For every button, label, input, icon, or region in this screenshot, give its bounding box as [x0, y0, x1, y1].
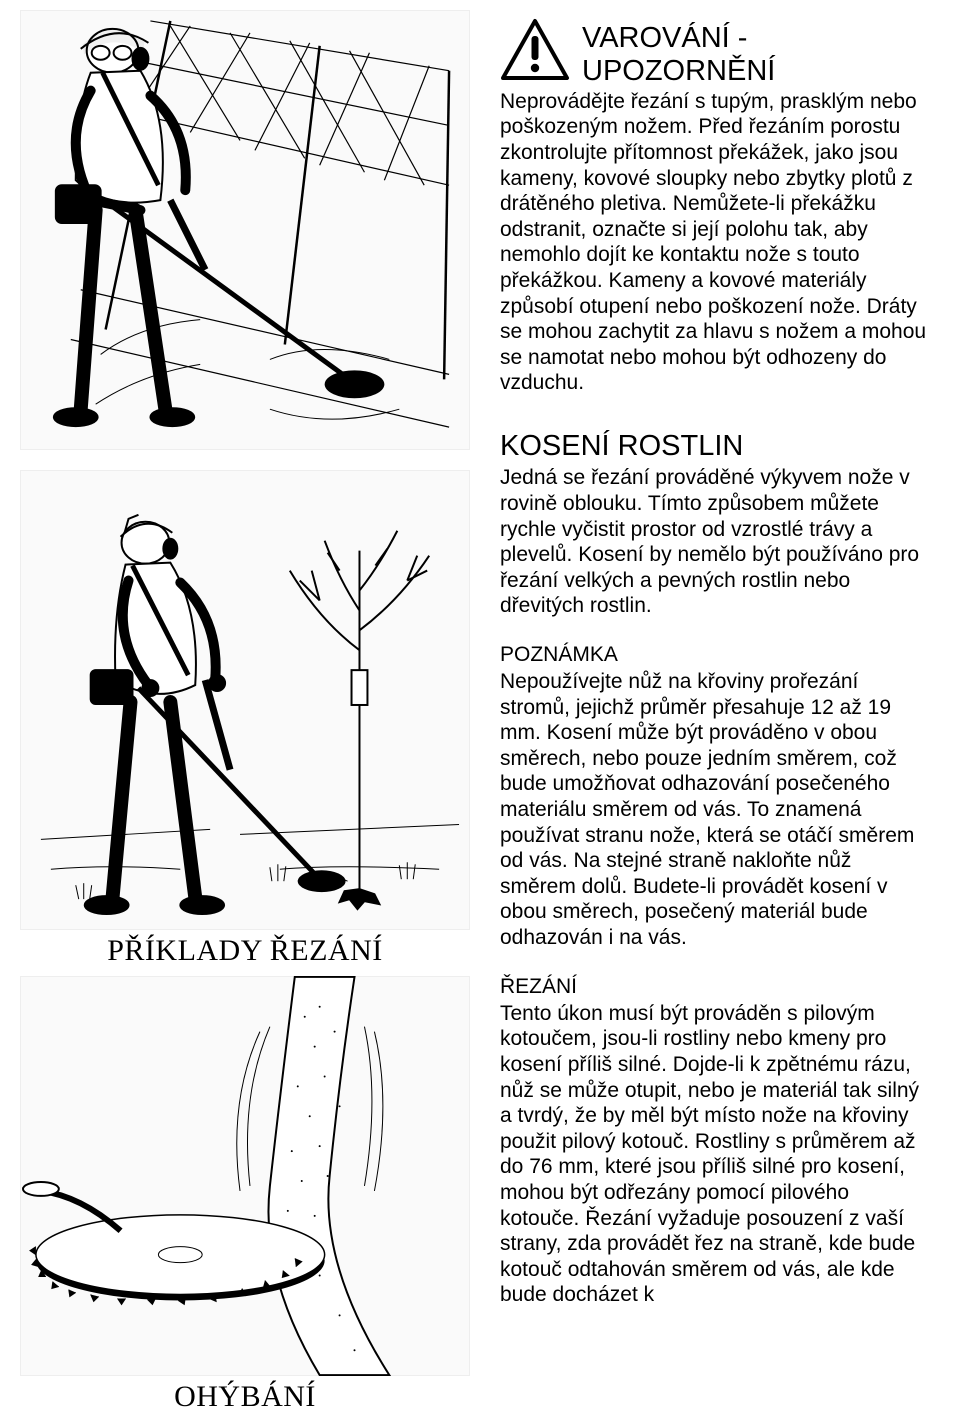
warning-header: VAROVÁNÍ - UPOZORNĚNÍ — [500, 18, 930, 89]
warning-body: Neprovádějte řezání s tupým, prasklým ne… — [500, 89, 930, 396]
section-mowing: KOSENÍ ROSTLIN Jedná se řezání prováděné… — [500, 430, 930, 619]
text-column: VAROVÁNÍ - UPOZORNĚNÍ Neprovádějte řezán… — [480, 10, 930, 1422]
cutting-body: Tento úkon musí být prováděn s pilovým k… — [500, 1001, 930, 1308]
page: PŘÍKLADY ŘEZÁNÍ — [10, 10, 930, 1422]
warning-heading: VAROVÁNÍ - UPOZORNĚNÍ — [582, 18, 930, 89]
section-cutting: ŘEZÁNÍ Tento úkon musí být prováděn s pi… — [500, 975, 930, 1308]
mowing-body: Jedná se řezání prováděné výkyvem nože v… — [500, 465, 930, 619]
illustration-tree-mowing — [20, 470, 470, 930]
mowing-heading: KOSENÍ ROSTLIN — [500, 430, 930, 463]
section-note: POZNÁMKA Nepoužívejte nůž na křoviny pro… — [500, 643, 930, 951]
illustration-column: PŘÍKLADY ŘEZÁNÍ — [10, 10, 480, 1422]
warning-icon — [500, 18, 570, 83]
note-body: Nepoužívejte nůž na křoviny prořezání st… — [500, 669, 930, 951]
illustration-saw-bending — [20, 976, 470, 1376]
illustration-fence-trimming — [20, 10, 470, 450]
caption-bending: OHÝBÁNÍ — [174, 1380, 316, 1414]
caption-examples: PŘÍKLADY ŘEZÁNÍ — [107, 934, 383, 968]
cutting-heading: ŘEZÁNÍ — [500, 975, 930, 999]
note-heading: POZNÁMKA — [500, 643, 930, 667]
